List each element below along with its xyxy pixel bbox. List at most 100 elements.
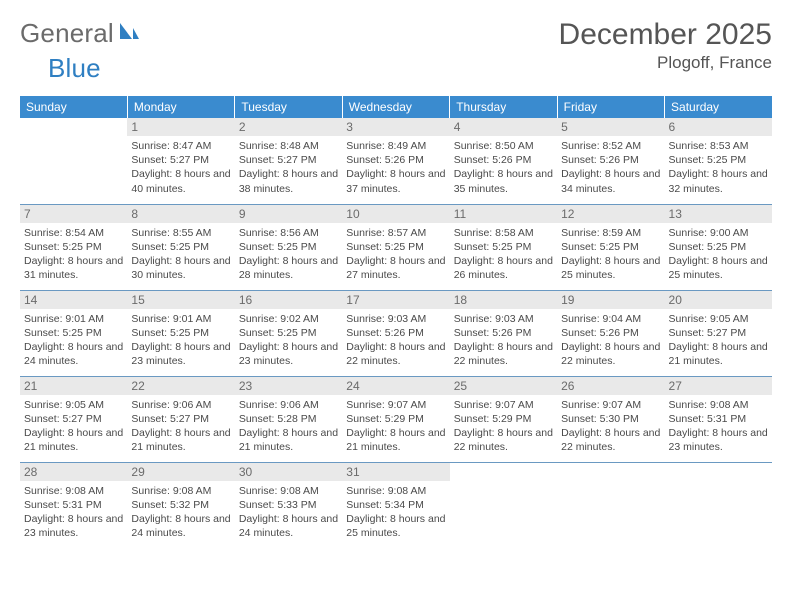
sunrise-text: Sunrise: 8:49 AM [346,139,445,153]
daylight-text: Daylight: 8 hours and 21 minutes. [239,426,338,454]
daylight-text: Daylight: 8 hours and 22 minutes. [561,426,660,454]
sunset-text: Sunset: 5:25 PM [669,153,768,167]
calendar-cell [20,118,127,204]
calendar-table: Sunday Monday Tuesday Wednesday Thursday… [20,96,772,548]
daylight-text: Daylight: 8 hours and 22 minutes. [454,426,553,454]
calendar-cell: 15Sunrise: 9:01 AMSunset: 5:25 PMDayligh… [127,290,234,376]
day-details: Sunrise: 8:59 AMSunset: 5:25 PMDaylight:… [561,226,660,283]
daylight-text: Daylight: 8 hours and 23 minutes. [669,426,768,454]
calendar-cell: 8 Sunrise: 8:55 AMSunset: 5:25 PMDaylight… [127,204,234,290]
day-number: 15 [127,291,234,309]
day-number: 8 [127,205,234,223]
day-number: 22 [127,377,234,395]
calendar-cell: 1 Sunrise: 8:47 AMSunset: 5:27 PMDaylight… [127,118,234,204]
calendar-cell: 16 Sunrise: 9:02 AMSunset: 5:25 PMDayligh… [235,290,342,376]
sunset-text: Sunset: 5:25 PM [454,240,553,254]
day-details: Sunrise: 9:08 AMSunset: 5:33 PMDaylight:… [239,484,338,541]
day-number: 11 [450,205,557,223]
sunset-text: Sunset: 5:26 PM [346,153,445,167]
sunrise-text: Sunrise: 9:08 AM [346,484,445,498]
day-details: Sunrise: 9:05 AMSunset: 5:27 PMDaylight:… [24,398,123,455]
sunset-text: Sunset: 5:25 PM [346,240,445,254]
day-details: Sunrise: 9:06 AMSunset: 5:28 PMDaylight:… [239,398,338,455]
sunset-text: Sunset: 5:28 PM [239,412,338,426]
calendar-cell: 17 Sunrise: 9:03 AMSunset: 5:26 PMDayligh… [342,290,449,376]
day-details: Sunrise: 8:50 AMSunset: 5:26 PMDaylight:… [454,139,553,196]
sunset-text: Sunset: 5:26 PM [346,326,445,340]
day-number: 30 [235,463,342,481]
daylight-text: Daylight: 8 hours and 30 minutes. [131,254,230,282]
day-number: 17 [342,291,449,309]
sunset-text: Sunset: 5:25 PM [669,240,768,254]
sunrise-text: Sunrise: 9:06 AM [239,398,338,412]
calendar-cell: 11Sunrise: 8:58 AMSunset: 5:25 PMDayligh… [450,204,557,290]
daylight-text: Daylight: 8 hours and 31 minutes. [24,254,123,282]
calendar-cell: 2Sunrise: 8:48 AMSunset: 5:27 PMDaylight… [235,118,342,204]
col-sunday: Sunday [20,96,127,118]
day-details: Sunrise: 9:07 AMSunset: 5:29 PMDaylight:… [454,398,553,455]
sunset-text: Sunset: 5:31 PM [669,412,768,426]
calendar-cell: 23Sunrise: 9:06 AMSunset: 5:28 PMDayligh… [235,376,342,462]
daylight-text: Daylight: 8 hours and 24 minutes. [131,512,230,540]
sunset-text: Sunset: 5:29 PM [346,412,445,426]
day-details: Sunrise: 8:47 AMSunset: 5:27 PMDaylight:… [131,139,230,196]
daylight-text: Daylight: 8 hours and 21 minutes. [346,426,445,454]
calendar-cell: 24Sunrise: 9:07 AMSunset: 5:29 PMDayligh… [342,376,449,462]
day-number: 4 [450,118,557,136]
day-details: Sunrise: 9:08 AMSunset: 5:32 PMDaylight:… [131,484,230,541]
logo-sail-icon [118,21,140,46]
day-number: 20 [665,291,772,309]
day-number: 1 [127,118,234,136]
col-saturday: Saturday [665,96,772,118]
daylight-text: Daylight: 8 hours and 21 minutes. [131,426,230,454]
calendar-cell: 14 Sunrise: 9:01 AMSunset: 5:25 PMDayligh… [20,290,127,376]
day-number: 3 [342,118,449,136]
daylight-text: Daylight: 8 hours and 22 minutes. [454,340,553,368]
day-details: Sunrise: 9:07 AMSunset: 5:30 PMDaylight:… [561,398,660,455]
logo: General [20,18,142,49]
sunrise-text: Sunrise: 9:02 AM [239,312,338,326]
day-details: Sunrise: 8:57 AMSunset: 5:25 PMDaylight:… [346,226,445,283]
day-details: Sunrise: 8:55 AMSunset: 5:25 PMDaylight:… [131,226,230,283]
sunset-text: Sunset: 5:27 PM [239,153,338,167]
daylight-text: Daylight: 8 hours and 37 minutes. [346,167,445,195]
sunset-text: Sunset: 5:26 PM [454,326,553,340]
daylight-text: Daylight: 8 hours and 22 minutes. [346,340,445,368]
sunrise-text: Sunrise: 8:58 AM [454,226,553,240]
day-details: Sunrise: 8:49 AMSunset: 5:26 PMDaylight:… [346,139,445,196]
day-number: 10 [342,205,449,223]
sunset-text: Sunset: 5:25 PM [24,240,123,254]
calendar-cell: 18Sunrise: 9:03 AMSunset: 5:26 PMDayligh… [450,290,557,376]
sunrise-text: Sunrise: 9:04 AM [561,312,660,326]
sunset-text: Sunset: 5:33 PM [239,498,338,512]
sunrise-text: Sunrise: 8:50 AM [454,139,553,153]
sunrise-text: Sunrise: 9:03 AM [454,312,553,326]
sunset-text: Sunset: 5:26 PM [454,153,553,167]
day-number: 14 [20,291,127,309]
col-monday: Monday [127,96,234,118]
calendar-cell: 22 Sunrise: 9:06 AMSunset: 5:27 PMDayligh… [127,376,234,462]
day-number: 26 [557,377,664,395]
sunrise-text: Sunrise: 9:07 AM [454,398,553,412]
day-details: Sunrise: 9:03 AMSunset: 5:26 PMDaylight:… [346,312,445,369]
calendar-cell: 12Sunrise: 8:59 AMSunset: 5:25 PMDayligh… [557,204,664,290]
day-details: Sunrise: 9:00 AMSunset: 5:25 PMDaylight:… [669,226,768,283]
daylight-text: Daylight: 8 hours and 35 minutes. [454,167,553,195]
day-details: Sunrise: 9:02 AMSunset: 5:25 PMDaylight:… [239,312,338,369]
sunset-text: Sunset: 5:27 PM [669,326,768,340]
day-details: Sunrise: 9:08 AMSunset: 5:31 PMDaylight:… [24,484,123,541]
sunrise-text: Sunrise: 9:01 AM [131,312,230,326]
daylight-text: Daylight: 8 hours and 28 minutes. [239,254,338,282]
sunset-text: Sunset: 5:25 PM [239,240,338,254]
col-tuesday: Tuesday [235,96,342,118]
sunrise-text: Sunrise: 9:01 AM [24,312,123,326]
day-number: 16 [235,291,342,309]
day-details: Sunrise: 9:08 AMSunset: 5:31 PMDaylight:… [669,398,768,455]
day-number: 2 [235,118,342,136]
sunrise-text: Sunrise: 8:53 AM [669,139,768,153]
sunset-text: Sunset: 5:25 PM [24,326,123,340]
daylight-text: Daylight: 8 hours and 32 minutes. [669,167,768,195]
calendar-cell: 25Sunrise: 9:07 AMSunset: 5:29 PMDayligh… [450,376,557,462]
day-details: Sunrise: 9:01 AMSunset: 5:25 PMDaylight:… [24,312,123,369]
day-details: Sunrise: 9:06 AMSunset: 5:27 PMDaylight:… [131,398,230,455]
